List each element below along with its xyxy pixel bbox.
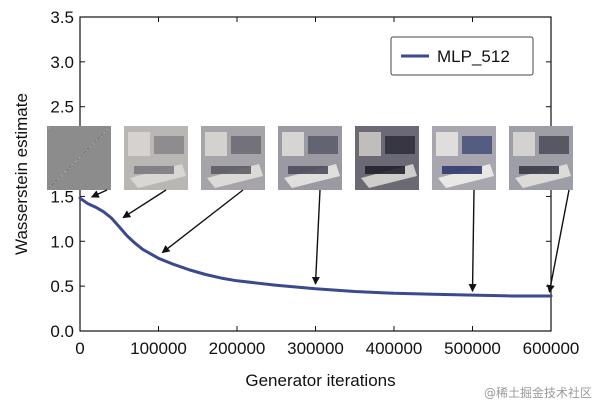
- y-axis-label: Wasserstein estimate: [12, 93, 31, 255]
- noise-speck: [92, 143, 94, 145]
- y-tick-label: 3.0: [50, 53, 74, 72]
- annotation-arrow: [161, 189, 244, 254]
- image-wall-shape: [462, 136, 492, 154]
- noise-speck: [74, 161, 76, 163]
- image-window: [359, 132, 381, 156]
- watermark: @稀土掘金技术社区: [483, 386, 592, 400]
- y-tick-label: 0.5: [50, 277, 74, 296]
- noise-image: [47, 126, 111, 190]
- annotation-arrows: [90, 189, 570, 293]
- annotation-arrow: [546, 189, 570, 293]
- annotation-arrow: [468, 189, 477, 293]
- image-wall-shape: [231, 136, 261, 154]
- legend: MLP_512: [390, 36, 534, 76]
- image-wall-shape: [385, 136, 415, 154]
- image-wall-shape: [154, 136, 184, 154]
- y-tick-label: 3.5: [50, 8, 74, 27]
- noise-speck: [83, 152, 85, 154]
- image-window: [128, 132, 150, 156]
- y-tick-label: 1.5: [50, 187, 74, 206]
- x-axis-label: Generator iterations: [245, 371, 395, 390]
- x-tick-label: 500000: [444, 339, 501, 358]
- x-tick-label: 600000: [523, 339, 580, 358]
- image-headboard: [211, 166, 251, 174]
- annotation-arrow: [311, 189, 321, 285]
- sample-image: [355, 126, 419, 190]
- y-tick-label: 0.0: [50, 322, 74, 341]
- x-tick-label: 300000: [287, 339, 344, 358]
- sample-image: [432, 126, 496, 190]
- image-window: [205, 132, 227, 156]
- legend-box: [390, 36, 534, 76]
- noise-speck: [97, 138, 99, 140]
- y-tick-label: 2.5: [50, 98, 74, 117]
- series-layer: [78, 196, 553, 298]
- annotation-arrow: [122, 189, 167, 219]
- image-wall-shape: [539, 136, 569, 154]
- x-tick-label: 100000: [130, 339, 187, 358]
- image-headboard: [288, 166, 328, 174]
- sample-image: [124, 126, 188, 190]
- x-tick-label: 0: [75, 339, 84, 358]
- y-tick-label: 1.0: [50, 232, 74, 251]
- image-window: [513, 132, 535, 156]
- noise-speck: [87, 148, 89, 150]
- noise-speck: [101, 134, 103, 136]
- x-tick-label: 200000: [209, 339, 266, 358]
- noise-speck: [69, 166, 71, 168]
- annotation-arrow: [90, 189, 108, 198]
- image-headboard: [442, 166, 482, 174]
- legend-entry: MLP_512: [437, 47, 510, 66]
- image-wall-shape: [308, 136, 338, 154]
- image-headboard: [519, 166, 559, 174]
- sample-images: [47, 126, 573, 190]
- sample-image: [201, 126, 265, 190]
- image-headboard: [365, 166, 405, 174]
- axes: 0 100000 200000 300000 400000 500000 600000 0.0…: [12, 8, 579, 390]
- noise-speck: [55, 180, 57, 182]
- noise-speck: [106, 129, 108, 131]
- noise-speck: [51, 184, 53, 186]
- noise-speck: [60, 175, 62, 177]
- sample-image: [509, 126, 573, 190]
- noise-speck: [78, 157, 80, 159]
- series-line: [78, 196, 553, 298]
- sample-image: [278, 126, 342, 190]
- noise-speck: [48, 127, 50, 129]
- image-headboard: [134, 166, 174, 174]
- image-window: [282, 132, 304, 156]
- x-tick-label: 400000: [366, 339, 423, 358]
- image-window: [436, 132, 458, 156]
- noise-speck: [64, 171, 66, 173]
